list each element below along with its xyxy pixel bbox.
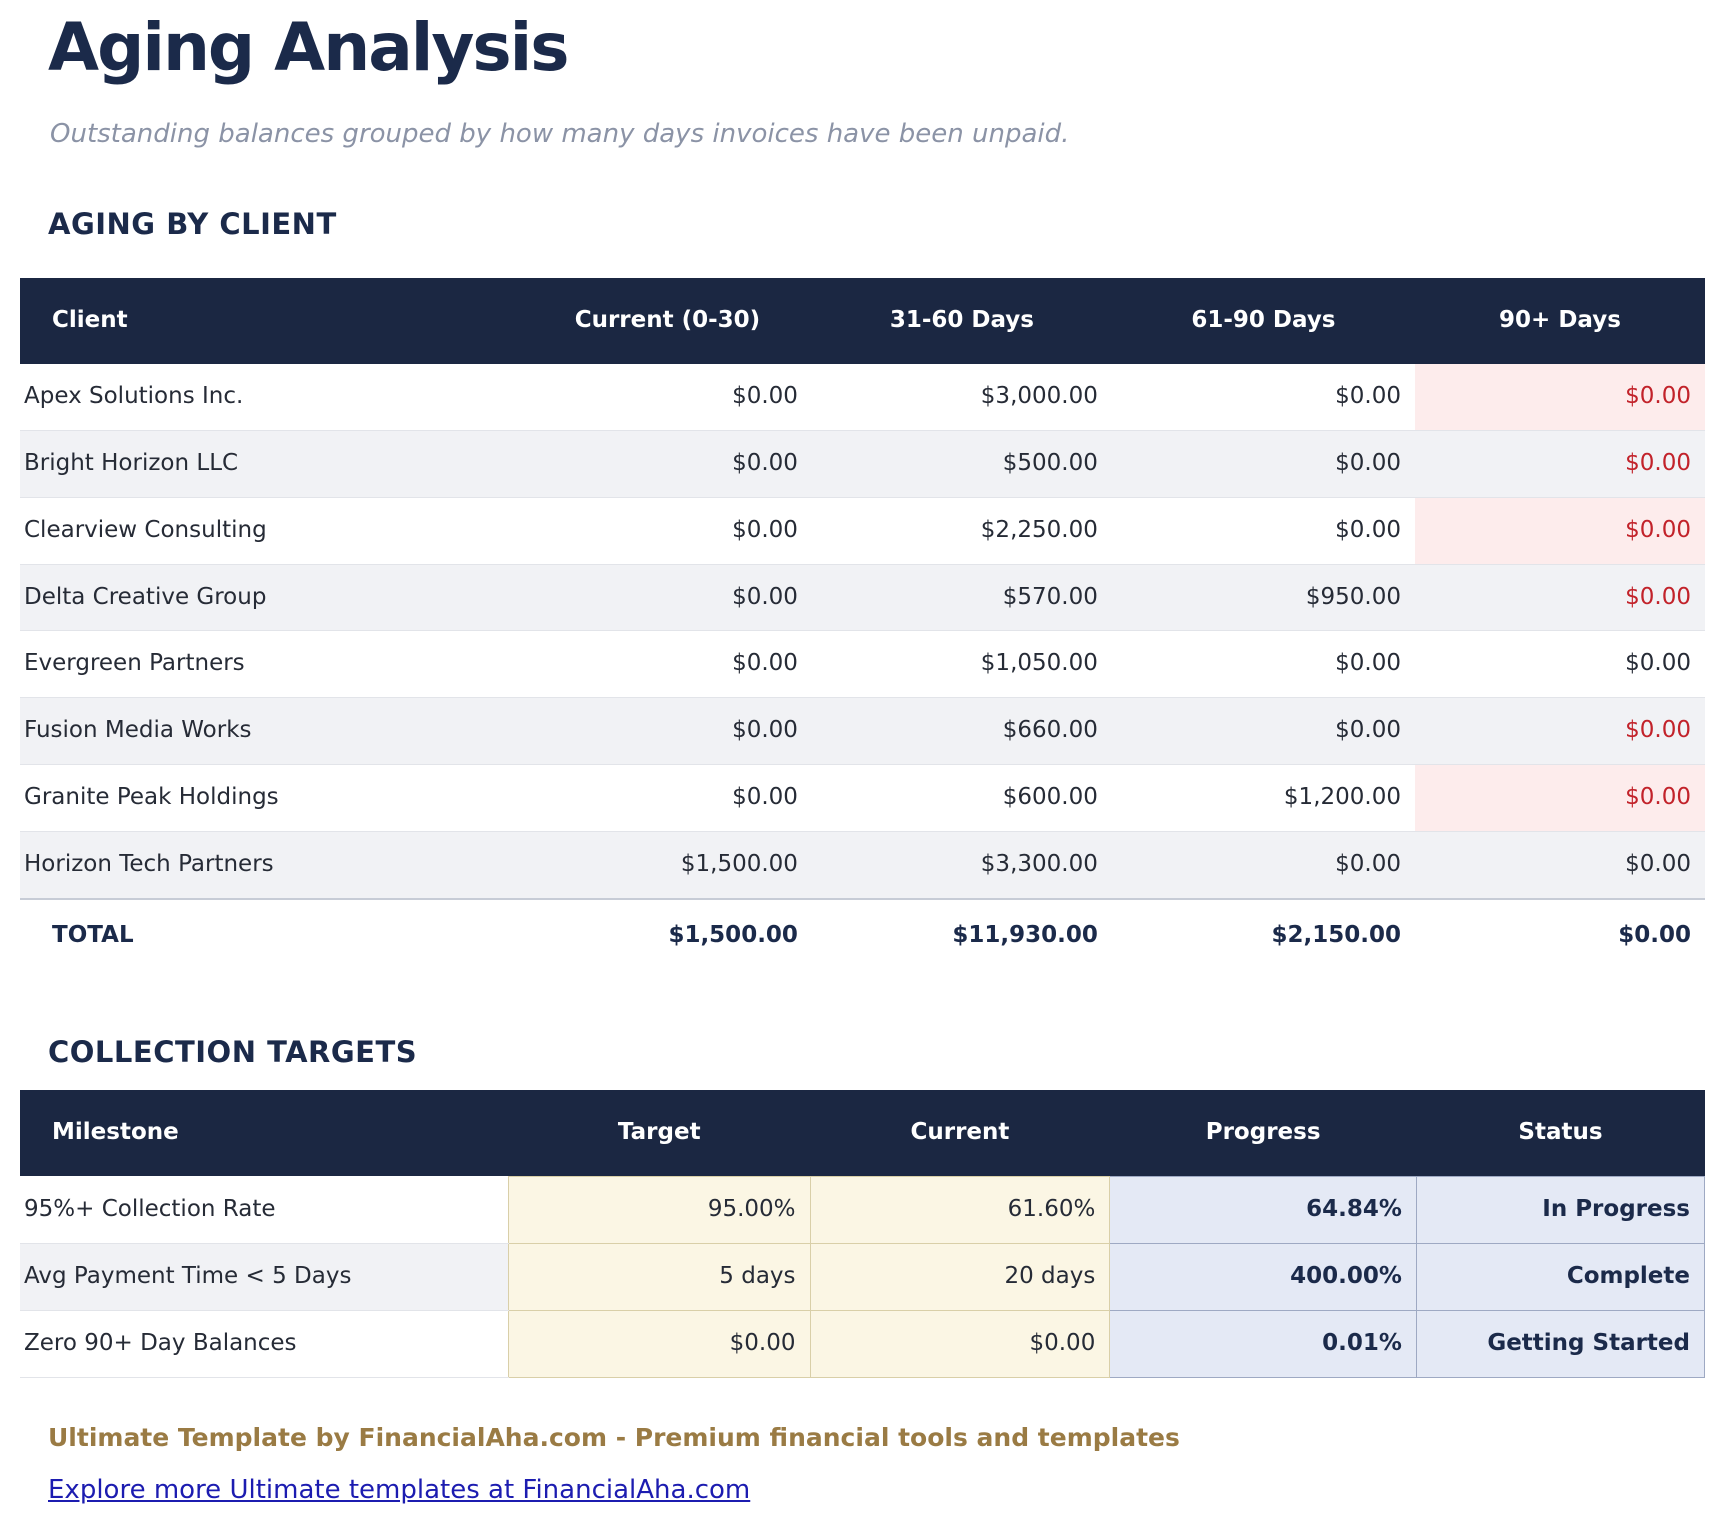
31-60-value: $500.00 xyxy=(811,430,1112,498)
table-row: Delta Creative Group $0.00 $570.00 $950.… xyxy=(20,564,1705,632)
aging-table-header-row: Client Current (0-30) 31-60 Days 61-90 D… xyxy=(20,277,1705,364)
milestone-name: Avg Payment Time < 5 Days xyxy=(20,1243,509,1311)
column-header-90-plus-days: 90+ Days xyxy=(1414,277,1705,364)
90-plus-value: $0.00 xyxy=(1414,630,1705,699)
page-title: Aging Analysis xyxy=(48,9,570,86)
explore-templates-link[interactable]: Explore more Ultimate templates at Finan… xyxy=(48,1475,751,1506)
footer-link-row: Explore more Ultimate templates at Finan… xyxy=(48,1474,1721,1508)
target-value: $0.00 xyxy=(508,1309,811,1378)
61-90-value: $0.00 xyxy=(1111,697,1415,766)
90-plus-value: $0.00 xyxy=(1414,564,1705,632)
31-60-value: $660.00 xyxy=(811,697,1112,766)
current-value: 20 days xyxy=(809,1242,1111,1311)
table-row: Bright Horizon LLC $0.00 $500.00 $0.00 $… xyxy=(20,430,1705,498)
status-badge: In Progress xyxy=(1415,1175,1706,1244)
current-value: $0.00 xyxy=(522,564,812,632)
column-header-progress: Progress xyxy=(1109,1090,1417,1177)
target-value: 5 days xyxy=(508,1242,811,1311)
current-value: $0.00 xyxy=(809,1309,1111,1378)
milestone-name: 95%+ Collection Rate xyxy=(20,1176,509,1244)
client-name: Evergreen Partners xyxy=(20,630,523,699)
31-60-value: $3,000.00 xyxy=(811,363,1112,431)
current-value: $1,500.00 xyxy=(522,831,812,900)
61-90-value: $0.00 xyxy=(1111,497,1415,565)
61-90-value: $0.00 xyxy=(1111,831,1415,900)
collection-targets-table: Milestone Target Current Progress Status… xyxy=(20,1090,1706,1378)
milestone-name: Zero 90+ Day Balances xyxy=(20,1310,509,1378)
31-60-value: $3,300.00 xyxy=(811,831,1112,900)
90-plus-value: $0.00 xyxy=(1414,497,1705,565)
status-badge: Complete xyxy=(1415,1242,1706,1311)
column-header-status: Status xyxy=(1416,1090,1705,1177)
client-name: Horizon Tech Partners xyxy=(20,831,523,900)
total-row: TOTAL $1,500.00 $11,930.00 $2,150.00 $0.… xyxy=(20,897,1705,972)
client-name: Fusion Media Works xyxy=(20,697,523,766)
brand-line: Ultimate Template by FinancialAha.com - … xyxy=(48,1422,1180,1452)
column-header-client: Client xyxy=(20,277,523,364)
column-header-current-0-30: Current (0-30) xyxy=(522,277,812,364)
table-row: 95%+ Collection Rate 95.00% 61.60% 64.84… xyxy=(20,1175,1706,1244)
90-plus-value: $0.00 xyxy=(1414,831,1705,900)
61-90-value: $0.00 xyxy=(1111,363,1415,431)
current-value: $0.00 xyxy=(522,764,812,833)
61-90-value: $0.00 xyxy=(1111,630,1415,699)
current-value: 61.60% xyxy=(809,1175,1111,1244)
current-value: $0.00 xyxy=(522,363,812,431)
90-plus-value: $0.00 xyxy=(1414,764,1705,833)
current-value: $0.00 xyxy=(522,630,812,699)
aging-by-client-heading: AGING BY CLIENT xyxy=(48,206,337,241)
column-header-target: Target xyxy=(508,1090,811,1177)
total-61-90-value: $2,150.00 xyxy=(1111,897,1415,972)
collection-targets-heading: COLLECTION TARGETS xyxy=(48,1034,418,1069)
targets-table-header-row: Milestone Target Current Progress Status xyxy=(20,1090,1705,1177)
90-plus-value: $0.00 xyxy=(1414,430,1705,498)
table-row: Horizon Tech Partners $1,500.00 $3,300.0… xyxy=(20,831,1705,900)
31-60-value: $600.00 xyxy=(811,764,1112,833)
90-plus-value: $0.00 xyxy=(1414,363,1705,431)
aging-by-client-table: Client Current (0-30) 31-60 Days 61-90 D… xyxy=(20,277,1705,972)
table-row: Zero 90+ Day Balances $0.00 $0.00 0.01% … xyxy=(20,1309,1706,1378)
column-header-31-60-days: 31-60 Days xyxy=(811,277,1112,364)
total-90-plus-value: $0.00 xyxy=(1414,897,1705,972)
total-31-60-value: $11,930.00 xyxy=(811,897,1112,972)
client-name: Clearview Consulting xyxy=(20,497,523,565)
table-row: Granite Peak Holdings $0.00 $600.00 $1,2… xyxy=(20,764,1705,833)
current-value: $0.00 xyxy=(522,497,812,565)
61-90-value: $1,200.00 xyxy=(1111,764,1415,833)
31-60-value: $1,050.00 xyxy=(811,630,1112,699)
target-value: 95.00% xyxy=(508,1175,811,1244)
total-current-value: $1,500.00 xyxy=(522,897,812,972)
status-badge: Getting Started xyxy=(1415,1309,1706,1378)
table-row: Apex Solutions Inc. $0.00 $3,000.00 $0.0… xyxy=(20,363,1705,431)
90-plus-value: $0.00 xyxy=(1414,697,1705,766)
progress-value: 0.01% xyxy=(1109,1309,1417,1378)
61-90-value: $0.00 xyxy=(1111,430,1415,498)
61-90-value: $950.00 xyxy=(1111,564,1415,632)
current-value: $0.00 xyxy=(522,697,812,766)
table-row: Evergreen Partners $0.00 $1,050.00 $0.00… xyxy=(20,630,1705,699)
table-row: Avg Payment Time < 5 Days 5 days 20 days… xyxy=(20,1242,1706,1311)
table-row: Fusion Media Works $0.00 $660.00 $0.00 $… xyxy=(20,697,1705,766)
progress-value: 400.00% xyxy=(1109,1242,1417,1311)
current-value: $0.00 xyxy=(522,430,812,498)
progress-value: 64.84% xyxy=(1109,1175,1417,1244)
total-label: TOTAL xyxy=(20,897,523,972)
31-60-value: $2,250.00 xyxy=(811,497,1112,565)
client-name: Granite Peak Holdings xyxy=(20,764,523,833)
31-60-value: $570.00 xyxy=(811,564,1112,632)
column-header-current: Current xyxy=(810,1090,1110,1177)
column-header-61-90-days: 61-90 Days xyxy=(1111,277,1415,364)
table-row: Clearview Consulting $0.00 $2,250.00 $0.… xyxy=(20,497,1705,565)
client-name: Apex Solutions Inc. xyxy=(20,363,523,431)
page-subtitle: Outstanding balances grouped by how many… xyxy=(50,118,1070,149)
client-name: Bright Horizon LLC xyxy=(20,430,523,498)
column-header-milestone: Milestone xyxy=(20,1090,509,1177)
client-name: Delta Creative Group xyxy=(20,564,523,632)
